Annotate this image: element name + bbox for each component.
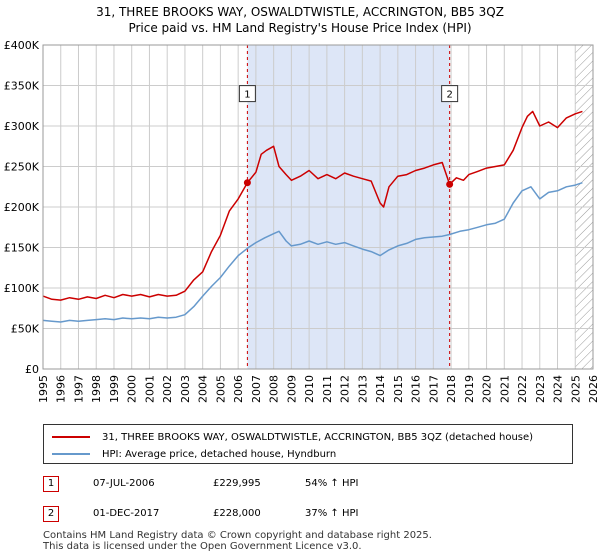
legend-swatch-property xyxy=(52,436,90,438)
sale-date: 07-JUL-2006 xyxy=(93,478,155,489)
x-tick-label: 2004 xyxy=(197,375,210,403)
y-tick-label: £350K xyxy=(4,80,40,93)
y-tick-label: £150K xyxy=(4,242,40,255)
x-tick-label: 2011 xyxy=(321,375,334,403)
x-tick-label: 1996 xyxy=(55,375,68,403)
sale-number-badge: 2 xyxy=(43,506,59,522)
x-tick-label: 2009 xyxy=(285,375,298,403)
footer-licence: This data is licensed under the Open Gov… xyxy=(43,541,362,552)
x-tick-label: 2025 xyxy=(569,375,582,403)
legend-label-hpi: HPI: Average price, detached house, Hynd… xyxy=(102,448,337,460)
price-chart: £0 £50K £100K £150K £200K £250K £300K £350K £400… xyxy=(4,39,600,403)
x-tick-label: 2016 xyxy=(410,375,423,403)
x-tick-label: 2015 xyxy=(392,375,405,403)
sale-hpi-change: 37% ↑ HPI xyxy=(305,508,359,519)
y-tick-label: £400K xyxy=(4,39,40,52)
x-tick-label: 2000 xyxy=(126,375,139,403)
sale-label-number: 2 xyxy=(446,90,452,101)
sale-date: 01-DEC-2017 xyxy=(93,508,160,519)
sale-label-number: 1 xyxy=(244,90,250,101)
x-tick-label: 1998 xyxy=(90,375,103,403)
y-tick-label: £200K xyxy=(4,201,40,214)
sale-point xyxy=(243,179,251,187)
x-tick-label: 2026 xyxy=(587,375,600,403)
x-tick-label: 2010 xyxy=(303,375,316,403)
footer-copyright: Contains HM Land Registry data © Crown c… xyxy=(43,530,432,541)
x-tick-label: 1999 xyxy=(108,375,121,403)
sale-point xyxy=(446,180,454,188)
x-tick-label: 2023 xyxy=(534,375,547,403)
x-tick-label: 2002 xyxy=(161,375,174,403)
property-price-line xyxy=(42,110,583,301)
sale-price: £228,000 xyxy=(213,508,261,519)
chart-title-line1: 31, THREE BROOKS WAY, OSWALDTWISTLE, ACC… xyxy=(96,5,504,19)
x-tick-label: 1995 xyxy=(37,375,50,403)
x-tick-label: 2001 xyxy=(143,375,156,403)
plot-border xyxy=(42,44,594,370)
x-tick-label: 2006 xyxy=(232,375,245,403)
x-tick-label: 2020 xyxy=(481,375,494,403)
legend: 31, THREE BROOKS WAY, OSWALDTWISTLE, ACC… xyxy=(43,424,573,464)
sale-hpi-change: 54% ↑ HPI xyxy=(305,478,359,489)
sale-price: £229,995 xyxy=(213,478,261,489)
x-tick-label: 2014 xyxy=(374,375,387,403)
sale-label-box xyxy=(238,85,256,103)
legend-item-property: 31, THREE BROOKS WAY, OSWALDTWISTLE, ACC… xyxy=(52,430,533,444)
legend-swatch-hpi xyxy=(52,453,90,455)
x-tick-label: 2003 xyxy=(179,375,192,403)
y-tick-label: £50K xyxy=(11,323,40,336)
legend-label-property: 31, THREE BROOKS WAY, OSWALDTWISTLE, ACC… xyxy=(102,431,534,443)
footer: Contains HM Land Registry data © Crown c… xyxy=(43,530,432,552)
y-tick-label: £300K xyxy=(4,120,40,133)
sale-label-box xyxy=(441,85,459,103)
x-tick-label: 2012 xyxy=(339,375,352,403)
x-tick-label: 2017 xyxy=(427,375,440,403)
y-tick-label: £0 xyxy=(25,363,39,376)
x-tick-label: 2022 xyxy=(516,375,529,403)
x-tick-label: 1997 xyxy=(72,375,85,403)
x-tick-label: 2007 xyxy=(250,375,263,403)
sale-row: 2 01-DEC-2017 £228,000 37% ↑ HPI xyxy=(43,506,443,524)
x-tick-label: 2008 xyxy=(268,375,281,403)
x-tick-label: 2024 xyxy=(552,375,565,403)
sale-row: 1 07-JUL-2006 £229,995 54% ↑ HPI xyxy=(43,476,443,494)
chart-title-line2: Price paid vs. HM Land Registry's House … xyxy=(128,21,472,35)
sale-number-badge: 1 xyxy=(43,476,59,492)
legend-item-hpi: HPI: Average price, detached house, Hynd… xyxy=(52,447,336,461)
x-tick-label: 2019 xyxy=(463,375,476,403)
hpi-line xyxy=(42,181,583,323)
y-tick-label: £100K xyxy=(4,282,40,295)
x-tick-label: 2018 xyxy=(445,375,458,403)
x-tick-label: 2013 xyxy=(356,375,369,403)
x-tick-label: 2005 xyxy=(214,375,227,403)
x-tick-label: 2021 xyxy=(498,375,511,403)
y-tick-label: £250K xyxy=(4,161,40,174)
